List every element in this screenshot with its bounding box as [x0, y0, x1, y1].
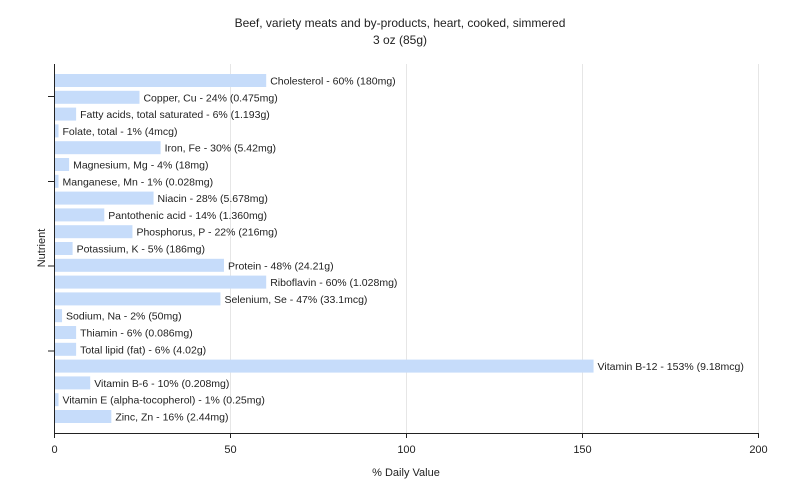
bar-label-13: Selenium, Se - 47% (33.1mcg) [224, 294, 367, 306]
bar-4 [55, 141, 161, 155]
x-tick-label-0: 0 [51, 444, 57, 456]
bar-label-16: Total lipid (fat) - 6% (4.02g) [80, 344, 206, 356]
x-tick-label-150: 150 [573, 444, 591, 456]
bar-label-4: Iron, Fe - 30% (5.42mg) [165, 143, 276, 155]
bar-label-19: Vitamin E (alpha-tocopherol) - 1% (0.25m… [63, 395, 265, 407]
bar-9 [55, 225, 133, 239]
bar-label-17: Vitamin B-12 - 153% (9.18mcg) [598, 361, 744, 373]
bar-3 [55, 124, 59, 138]
bars: Cholesterol - 60% (180mg) Copper, Cu - 24… [55, 74, 744, 424]
bar-13 [55, 292, 221, 306]
bar-5 [55, 158, 70, 171]
chart-subtitle: 3 oz (85g) [373, 33, 427, 47]
bar-label-12: Riboflavin - 60% (1.028mg) [270, 277, 397, 289]
bar-label-6: Manganese, Mn - 1% (0.028mg) [63, 176, 214, 188]
bar-label-15: Thiamin - 6% (0.086mg) [80, 328, 193, 340]
bar-label-7: Niacin - 28% (5.678mg) [158, 193, 268, 205]
bar-10 [55, 242, 73, 255]
gridlines [230, 64, 759, 433]
bar-18 [55, 376, 91, 390]
bar-label-9: Phosphorus, P - 22% (216mg) [136, 227, 277, 239]
chart-title: Beef, variety meats and by-products, hea… [235, 16, 566, 30]
axes: 0 50 100 150 200 [48, 64, 768, 456]
bar-label-2: Fatty acids, total saturated - 6% (1.193… [80, 109, 270, 121]
bar-label-3: Folate, total - 1% (4mcg) [63, 126, 178, 138]
x-tick-label-50: 50 [224, 444, 236, 456]
bar-7 [55, 191, 154, 205]
bar-label-14: Sodium, Na - 2% (50mg) [66, 311, 182, 323]
bar-label-5: Magnesium, Mg - 4% (18mg) [73, 160, 208, 172]
bar-label-20: Zinc, Zn - 16% (2.44mg) [115, 412, 228, 424]
x-tick-label-100: 100 [397, 444, 415, 456]
bar-label-0: Cholesterol - 60% (180mg) [270, 76, 395, 88]
bar-14 [55, 309, 63, 323]
bar-6 [55, 174, 59, 188]
bar-19 [55, 393, 59, 407]
bar-17 [55, 359, 594, 373]
bar-label-11: Protein - 48% (24.21g) [228, 260, 334, 272]
bar-15 [55, 326, 77, 339]
bar-12 [55, 275, 267, 289]
bar-label-18: Vitamin B-6 - 10% (0.208mg) [94, 378, 229, 390]
x-tick-label-200: 200 [749, 444, 767, 456]
bar-11 [55, 258, 224, 272]
bar-label-8: Pantothenic acid - 14% (1.360mg) [108, 210, 267, 222]
bar-16 [55, 342, 77, 356]
bar-2 [55, 107, 77, 121]
bar-label-1: Copper, Cu - 24% (0.475mg) [143, 92, 277, 104]
bar-label-10: Potassium, K - 5% (186mg) [77, 244, 205, 256]
bar-8 [55, 208, 105, 222]
bar-1 [55, 90, 140, 104]
bar-0 [55, 74, 267, 87]
x-axis-label: % Daily Value [372, 467, 440, 479]
y-axis-label: Nutrient [36, 229, 48, 268]
bar-20 [55, 410, 112, 423]
